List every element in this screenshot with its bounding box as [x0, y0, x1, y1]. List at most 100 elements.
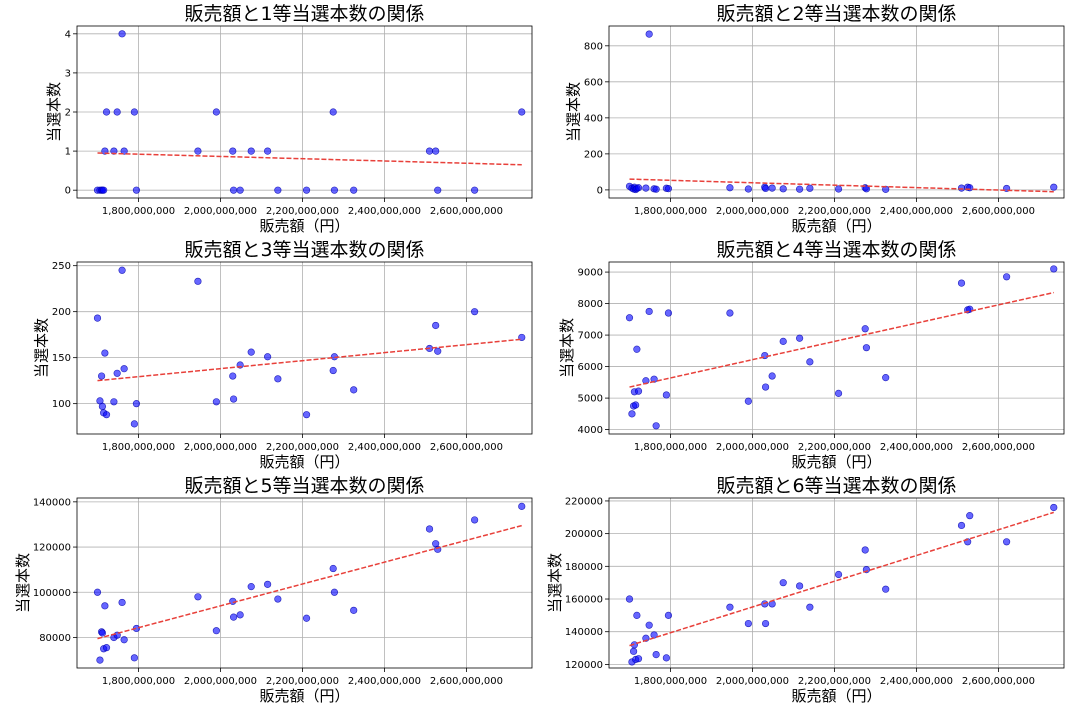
scatter-point	[93, 314, 102, 322]
scatter-point	[629, 647, 638, 655]
scatter-point	[274, 375, 282, 383]
x-axis-label: 販売額（円）	[259, 217, 349, 235]
scatter-point	[120, 147, 128, 155]
scatter-point	[861, 325, 869, 333]
scatter-point	[302, 186, 311, 194]
x-tick-label: 1,800,000,000	[102, 442, 175, 453]
x-tick-label: 2,400,000,000	[880, 206, 953, 217]
scatter-point	[194, 593, 202, 601]
scatter-point	[102, 644, 111, 652]
scatter-point	[194, 147, 202, 155]
scatter-point	[434, 186, 442, 194]
scatter-point	[264, 580, 272, 588]
y-tick-label: 200	[52, 307, 71, 318]
plot-frame	[608, 25, 1065, 199]
scatter-point	[1003, 538, 1011, 546]
chart-title: 販売額と5等当選本数の関係	[184, 475, 424, 497]
scatter-point	[806, 184, 814, 192]
y-tick-label: 180000	[565, 562, 603, 573]
scatter-point	[113, 369, 121, 377]
scatter-point	[633, 611, 641, 619]
scatter-point	[1050, 265, 1058, 273]
scatter-point	[329, 564, 337, 573]
scatter-point	[350, 386, 358, 394]
x-tick-label: 1,800,000,000	[634, 676, 707, 687]
scatter-point	[1003, 273, 1011, 281]
x-tick-label: 2,000,000,000	[716, 442, 789, 453]
x-tick-label: 2,400,000,000	[880, 442, 953, 453]
x-tick-label: 2,600,000,000	[962, 206, 1035, 217]
scatter-point	[632, 401, 640, 409]
scatter-point	[768, 184, 776, 192]
x-tick-label: 2,600,000,000	[962, 676, 1035, 687]
plot-frame	[76, 25, 533, 199]
scatter-point	[768, 372, 776, 380]
scatter-point	[882, 585, 890, 593]
x-tick-label: 1,800,000,000	[634, 442, 707, 453]
scatter-point	[882, 374, 890, 382]
scatter-point	[634, 387, 643, 395]
x-tick-label: 2,200,000,000	[798, 206, 871, 217]
y-tick-label: 8000	[578, 299, 603, 310]
chart-title: 販売額と6等当選本数の関係	[716, 475, 956, 497]
x-tick-label: 2,200,000,000	[798, 442, 871, 453]
y-tick-label: 200000	[565, 529, 603, 540]
scatter-point	[664, 185, 673, 193]
scatter-point	[957, 521, 966, 530]
scatter-point	[194, 277, 202, 285]
y-axis-label: 当選本数	[546, 553, 564, 613]
scatter-point	[664, 309, 673, 317]
scatter-point	[274, 595, 282, 603]
scatter-point	[100, 186, 108, 194]
x-axis-label: 販売額（円）	[791, 217, 881, 235]
chart-title: 販売額と4等当選本数の関係	[716, 239, 956, 261]
x-axis-label: 販売額（円）	[259, 453, 349, 471]
x-tick-label: 1,800,000,000	[102, 206, 175, 217]
y-tick-label: 100	[52, 399, 71, 410]
scatter-point	[132, 400, 141, 408]
scatter-point	[118, 30, 126, 38]
scatter-point	[645, 621, 653, 629]
scatter-point	[330, 588, 339, 596]
scatter-point	[471, 186, 479, 194]
scatter-point	[744, 397, 752, 405]
x-tick-label: 2,000,000,000	[184, 442, 257, 453]
y-axis-label: 当選本数	[558, 318, 576, 378]
y-tick-label: 200	[584, 149, 603, 160]
scatter-point	[761, 600, 769, 608]
y-tick-label: 220000	[565, 496, 603, 507]
scatter-point	[102, 108, 111, 116]
scatter-point	[796, 334, 804, 342]
chart-panel-2: 1,800,000,000 2,000,000,000 2,200,000,000 2…	[564, 3, 1065, 235]
y-tick-label: 400	[584, 113, 603, 124]
scatter-point	[634, 655, 643, 663]
scatter-point	[118, 598, 126, 607]
x-tick-label: 1,800,000,000	[634, 206, 707, 217]
scatter-point	[471, 516, 479, 524]
x-tick-label: 2,200,000,000	[266, 206, 339, 217]
chart-title: 販売額と2等当選本数の関係	[716, 3, 956, 25]
scatter-point	[132, 186, 141, 194]
y-tick-label: 120000	[33, 543, 71, 554]
scatter-point	[247, 348, 255, 356]
y-tick-label: 140000	[33, 497, 71, 508]
scatter-point	[633, 345, 641, 353]
scatter-point	[628, 410, 636, 418]
scatter-point	[761, 184, 770, 193]
scatter-point	[518, 108, 526, 116]
x-tick-label: 2,000,000,000	[716, 206, 789, 217]
x-axis-label: 販売額（円）	[791, 687, 881, 705]
scatter-point	[120, 365, 128, 373]
x-tick-label: 2,200,000,000	[266, 442, 339, 453]
scatter-point	[779, 579, 787, 587]
scatter-point	[110, 398, 118, 406]
scatter-point	[806, 358, 814, 366]
y-tick-label: 100000	[33, 588, 71, 599]
scatter-point	[93, 588, 102, 596]
scatter-point	[518, 502, 526, 510]
chart-panel-1: 1,800,000,000 2,000,000,000 2,200,000,000 2…	[45, 3, 533, 235]
scatter-point	[229, 395, 238, 403]
scatter-point	[834, 570, 843, 579]
scatter-point	[425, 525, 434, 533]
